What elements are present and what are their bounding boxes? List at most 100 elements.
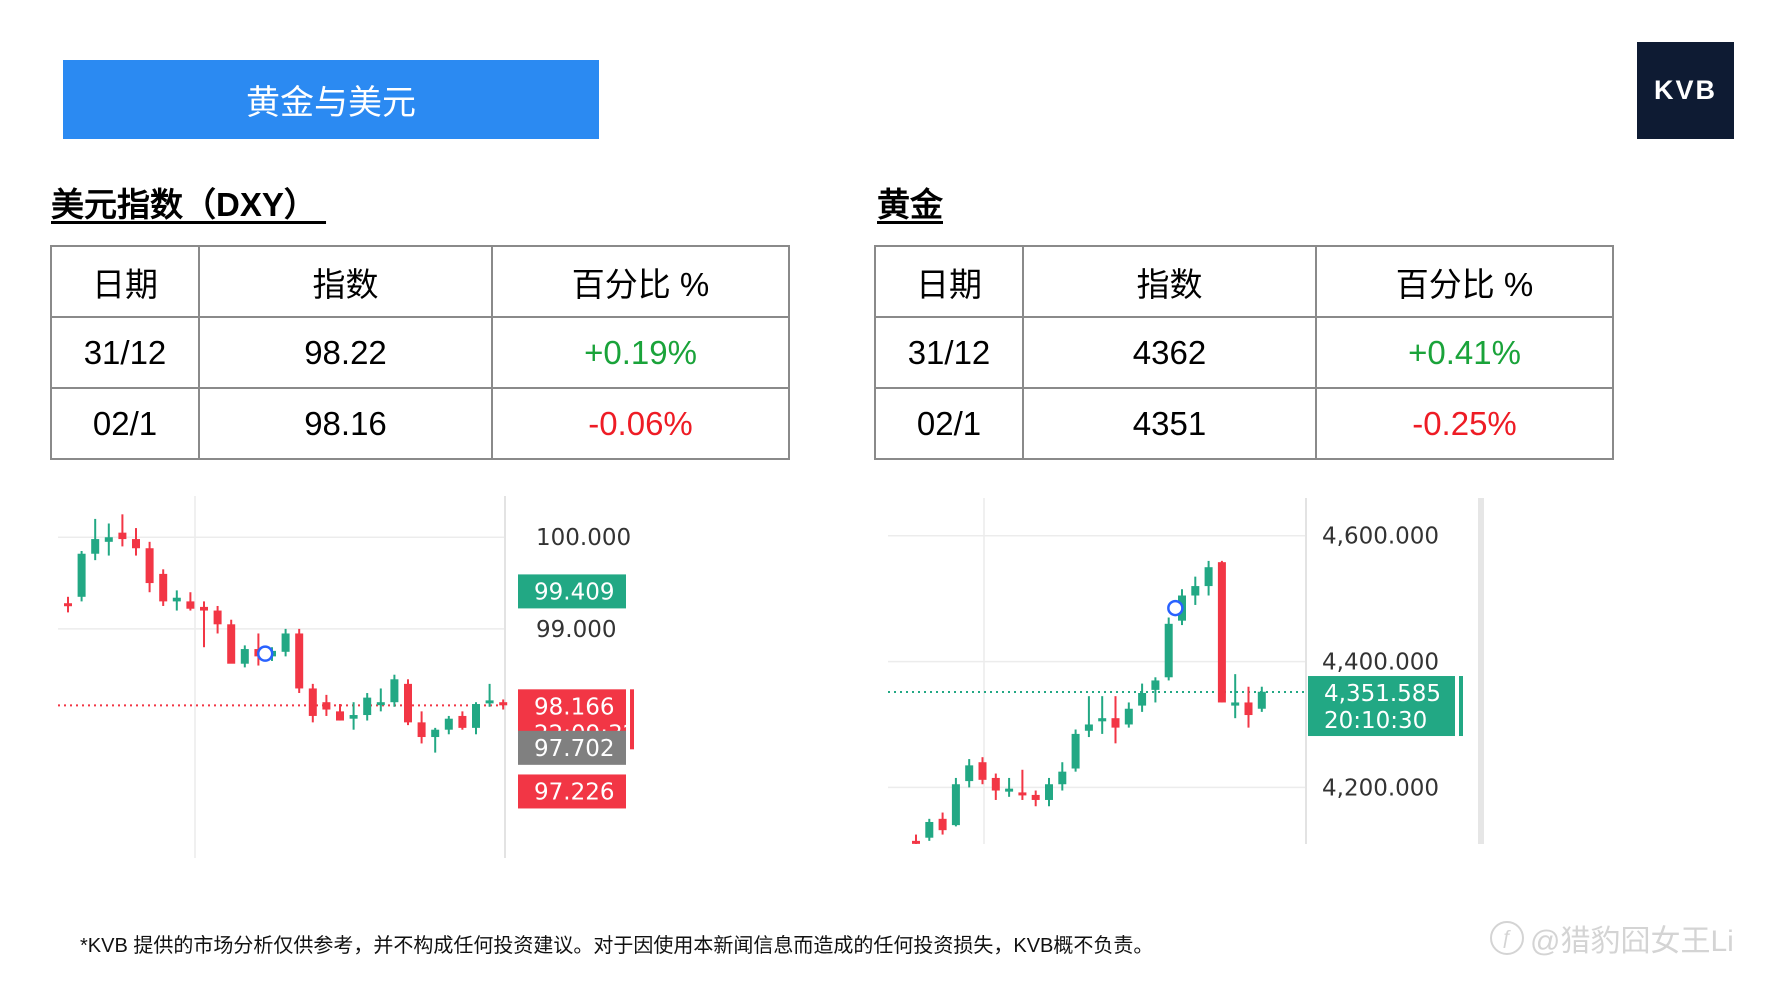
- candle-body: [308, 688, 317, 716]
- gold-candlestick-chart: 4,600.000 4,400.000 4,200.000 4,351.58520:1…: [888, 498, 1484, 844]
- candle-body: [444, 718, 453, 730]
- table-header-row: 日期 指数 百分比 %: [50, 245, 790, 318]
- column-header-date: 日期: [50, 245, 200, 318]
- price-tag-time: 20:10:30: [1324, 708, 1427, 734]
- candle-body: [1071, 733, 1080, 769]
- candle-body: [1138, 693, 1147, 706]
- candle-body: [458, 715, 467, 728]
- candle-body: [132, 539, 140, 549]
- price-tag-label: 97.702: [534, 736, 614, 762]
- date-cell: 02/1: [874, 387, 1024, 460]
- candle-body: [417, 722, 426, 738]
- candle-body: [499, 702, 508, 706]
- price-tag-label: 4,351.585: [1324, 681, 1441, 707]
- candle-body: [104, 537, 113, 542]
- candle-body: [991, 777, 1000, 791]
- candle-body: [1217, 562, 1226, 703]
- change-cell: -0.25%: [1315, 387, 1614, 460]
- table-row: 02/1 98.16 -0.06%: [50, 387, 790, 460]
- price-tag: [518, 730, 626, 765]
- value-cell: 98.16: [198, 387, 493, 460]
- price-tag-edge: [630, 689, 634, 750]
- candle-body: [965, 765, 974, 782]
- watermark: ƒ @猎豹囧女王Li: [1490, 916, 1734, 960]
- candle-body: [1257, 691, 1266, 709]
- candle-body: [336, 711, 344, 721]
- candle-body: [213, 610, 222, 625]
- candle-body: [281, 633, 290, 652]
- candle-body: [186, 601, 195, 609]
- date-cell: 02/1: [50, 387, 200, 460]
- candle-body: [1124, 708, 1133, 725]
- event-marker-icon: [1167, 599, 1184, 617]
- dxy-candlestick-chart: 100.00099.00099.40998.16622:09:3297.7029…: [58, 496, 637, 858]
- table-row: 02/1 4351 -0.25%: [874, 387, 1614, 460]
- kvb-logo: KVB: [1637, 42, 1734, 139]
- candle-body: [1164, 623, 1173, 678]
- candle-body: [912, 840, 920, 844]
- gold-heading: 黄金: [877, 186, 943, 223]
- event-marker-icon: [256, 645, 274, 662]
- table-row: 31/12 98.22 +0.19%: [50, 316, 790, 389]
- y-tick-label: 4,600.000: [1322, 524, 1439, 550]
- scrollbar: [1478, 498, 1484, 844]
- table-header-row: 日期 指数 百分比 %: [874, 245, 1614, 318]
- value-cell: 4362: [1022, 316, 1317, 389]
- date-cell: 31/12: [50, 316, 200, 389]
- table-row: 31/12 4362 +0.41%: [874, 316, 1614, 389]
- price-tag-label: 97.226: [534, 779, 614, 805]
- candle-body: [1244, 702, 1253, 716]
- candle-body: [240, 649, 249, 664]
- column-header-percent: 百分比 %: [1315, 245, 1614, 318]
- candle-body: [91, 539, 100, 554]
- date-cell: 31/12: [874, 316, 1024, 389]
- candle-body: [1084, 724, 1093, 731]
- candle-body: [390, 679, 399, 703]
- candle-body: [145, 548, 154, 584]
- change-cell: +0.19%: [491, 316, 790, 389]
- gold-table: 日期 指数 百分比 % 31/12 4362 +0.41% 02/1 4351 …: [874, 245, 1614, 460]
- candle-body: [77, 553, 86, 597]
- candle-body: [159, 573, 168, 602]
- candle-body: [925, 821, 934, 838]
- candle-body: [1005, 788, 1014, 792]
- column-header-index: 指数: [1022, 245, 1317, 318]
- candle-body: [349, 715, 358, 719]
- y-tick-label: 100.000: [536, 525, 631, 551]
- candle-body: [1231, 702, 1240, 706]
- price-tag: [518, 774, 626, 809]
- candle-body: [978, 762, 987, 780]
- candle-body: [431, 729, 440, 738]
- y-tick-label: 99.000: [536, 617, 616, 643]
- candle-body: [322, 702, 331, 710]
- candle-body: [64, 603, 72, 607]
- change-cell: -0.06%: [491, 387, 790, 460]
- candle-body: [1045, 784, 1053, 800]
- candle-body: [1204, 567, 1213, 587]
- price-tag-label: 99.409: [534, 579, 614, 605]
- price-tag-label: 98.166: [534, 694, 614, 720]
- candle-body: [404, 683, 412, 723]
- candle-body: [295, 633, 304, 689]
- candle-body: [118, 532, 127, 540]
- dxy-heading: 美元指数（DXY）: [51, 186, 327, 223]
- price-tag-edge: [1459, 676, 1463, 737]
- candle-body: [1018, 792, 1027, 796]
- watermark-text: @猎豹囧女王Li: [1530, 925, 1734, 958]
- candle-body: [1098, 718, 1107, 722]
- change-cell: +0.41%: [1315, 316, 1614, 389]
- candle-body: [376, 702, 385, 706]
- candle-body: [363, 697, 372, 716]
- column-header-date: 日期: [874, 245, 1024, 318]
- page-title-banner: 黄金与美元: [63, 60, 599, 139]
- candle-body: [227, 624, 236, 664]
- y-tick-label: 4,400.000: [1322, 650, 1439, 676]
- y-tick-label: 4,200.000: [1322, 775, 1439, 801]
- candle-body: [472, 704, 480, 728]
- price-tag: [518, 574, 626, 609]
- candle-body: [1191, 586, 1200, 596]
- price-tag: [1308, 676, 1455, 737]
- column-header-index: 指数: [198, 245, 493, 318]
- candle-body: [1031, 794, 1040, 800]
- candle-body: [1111, 718, 1120, 728]
